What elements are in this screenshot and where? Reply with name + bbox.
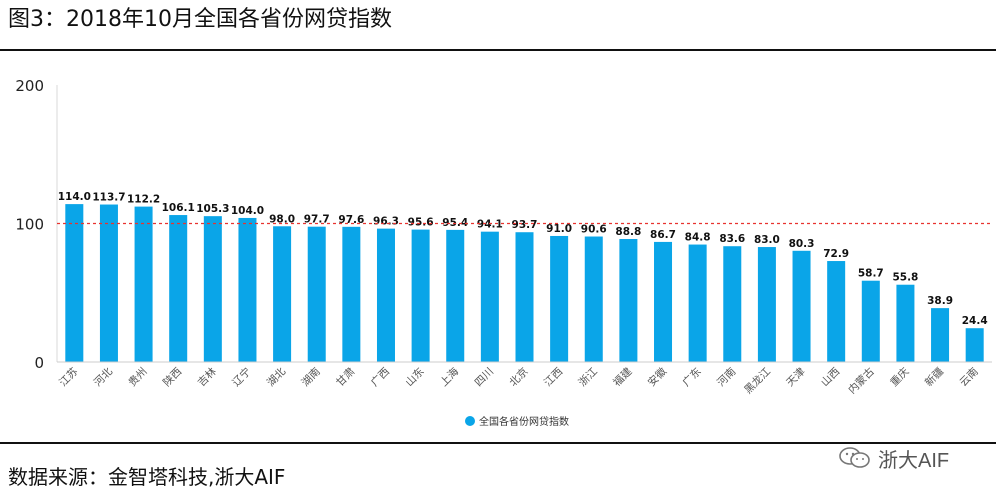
- x-tick-label: 甘肃: [333, 365, 357, 389]
- x-tick-label: 福建: [610, 365, 634, 389]
- bar-value-label: 95.6: [408, 217, 434, 229]
- bar: [515, 232, 534, 362]
- x-tick-label: 新疆: [922, 365, 946, 389]
- x-tick-label: 重庆: [888, 365, 912, 389]
- chart-panel: 0 100 200 114.0 江苏 113.7 河北 112.2 贵州 106.1 陕西 105.3…: [0, 51, 996, 442]
- bar: [307, 226, 326, 362]
- bar: [134, 206, 153, 362]
- bar: [446, 229, 465, 362]
- bar-value-label: 105.3: [196, 203, 229, 215]
- x-tick-label: 上海: [437, 365, 461, 389]
- x-tick-label: 内蒙古: [845, 365, 876, 396]
- bar: [169, 215, 188, 362]
- bar: [896, 284, 915, 362]
- bar-value-label: 97.7: [304, 214, 330, 226]
- bar-value-label: 97.6: [338, 214, 364, 226]
- bar-value-label: 38.9: [927, 295, 953, 307]
- source-note: 数据来源：金智塔科技,浙大AIF: [8, 465, 286, 489]
- bar-value-label: 94.1: [477, 219, 503, 231]
- bar-value-label: 84.8: [685, 232, 711, 244]
- x-tick-label: 陕西: [160, 365, 184, 389]
- y-tick-label: 0: [34, 354, 44, 372]
- x-tick-label: 吉林: [195, 365, 219, 389]
- bar-value-label: 58.7: [858, 268, 884, 280]
- bar: [861, 280, 880, 362]
- bar: [723, 246, 742, 362]
- bar-value-label: 24.4: [962, 315, 988, 327]
- bar-value-label: 106.1: [162, 202, 195, 214]
- bar: [757, 247, 776, 362]
- top-divider: [0, 49, 996, 51]
- bar: [965, 328, 984, 362]
- y-tick-label: 200: [15, 77, 44, 95]
- bar: [203, 216, 222, 362]
- x-tick-label: 辽宁: [230, 365, 254, 389]
- bar-value-label: 86.7: [650, 229, 676, 241]
- y-tick-label: 100: [15, 216, 44, 234]
- x-tick-label: 浙江: [577, 365, 601, 389]
- x-tick-label: 广东: [680, 365, 704, 389]
- x-tick-label: 山西: [819, 366, 842, 389]
- bar: [99, 204, 118, 362]
- x-tick-label: 云南: [957, 365, 981, 389]
- bottom-divider: [0, 442, 996, 444]
- bar: [342, 226, 361, 362]
- bar-value-label: 72.9: [823, 248, 849, 260]
- bar: [238, 217, 257, 362]
- x-tick-label: 湖南: [299, 365, 323, 389]
- bar-value-label: 88.8: [615, 226, 641, 238]
- chat-bubbles-icon: [839, 447, 870, 468]
- x-tick-label: 江西: [542, 366, 565, 389]
- bar-value-label: 96.3: [373, 216, 399, 228]
- legend-marker: [465, 416, 475, 426]
- bar: [480, 231, 499, 362]
- bar-value-label: 98.0: [269, 213, 295, 225]
- x-tick-label: 黑龙江: [742, 365, 774, 397]
- bar-value-label: 114.0: [58, 191, 91, 203]
- x-tick-label: 北京: [507, 365, 531, 389]
- x-tick-label: 广西: [369, 366, 392, 389]
- bar-value-label: 104.0: [231, 205, 264, 217]
- bar-chart: 0 100 200 114.0 江苏 113.7 河北 112.2 贵州 106.1 陕西 105.3…: [15, 77, 992, 428]
- bar: [411, 229, 430, 362]
- bar: [931, 308, 950, 362]
- bar: [688, 244, 707, 362]
- x-tick-label: 河北: [92, 365, 116, 389]
- legend-label: 全国各省份网贷指数: [479, 415, 569, 428]
- bar: [792, 250, 811, 362]
- x-tick-label: 湖北: [265, 365, 289, 389]
- bar-value-label: 112.2: [127, 194, 160, 206]
- x-tick-label: 安徽: [645, 365, 669, 389]
- watermark-text: 浙大AIF: [878, 449, 950, 472]
- x-tick-label: 四川: [473, 366, 496, 389]
- watermark: 浙大AIF: [838, 443, 949, 473]
- x-tick-label: 江苏: [56, 365, 80, 389]
- x-tick-label: 天津: [784, 365, 808, 389]
- bar-value-label: 83.0: [754, 234, 780, 246]
- figure-title: 图3：2018年10月全国各省份网贷指数: [8, 7, 392, 32]
- bar: [584, 236, 603, 362]
- bar: [619, 239, 638, 362]
- bar-value-label: 91.0: [546, 223, 572, 235]
- bar-value-label: 113.7: [92, 192, 125, 204]
- bar-value-label: 93.7: [512, 219, 538, 231]
- bar: [827, 261, 846, 362]
- x-tick-label: 山东: [403, 365, 427, 389]
- bar: [654, 241, 673, 362]
- x-tick-label: 河南: [714, 365, 738, 389]
- bar: [376, 228, 395, 362]
- bar-value-label: 55.8: [892, 272, 918, 284]
- bar: [550, 235, 569, 362]
- bar: [273, 226, 292, 362]
- bar-value-label: 80.3: [789, 238, 815, 250]
- bar-value-label: 90.6: [581, 224, 607, 236]
- x-tick-label: 贵州: [126, 365, 150, 389]
- bar: [65, 204, 84, 362]
- bar-value-label: 83.6: [719, 233, 745, 245]
